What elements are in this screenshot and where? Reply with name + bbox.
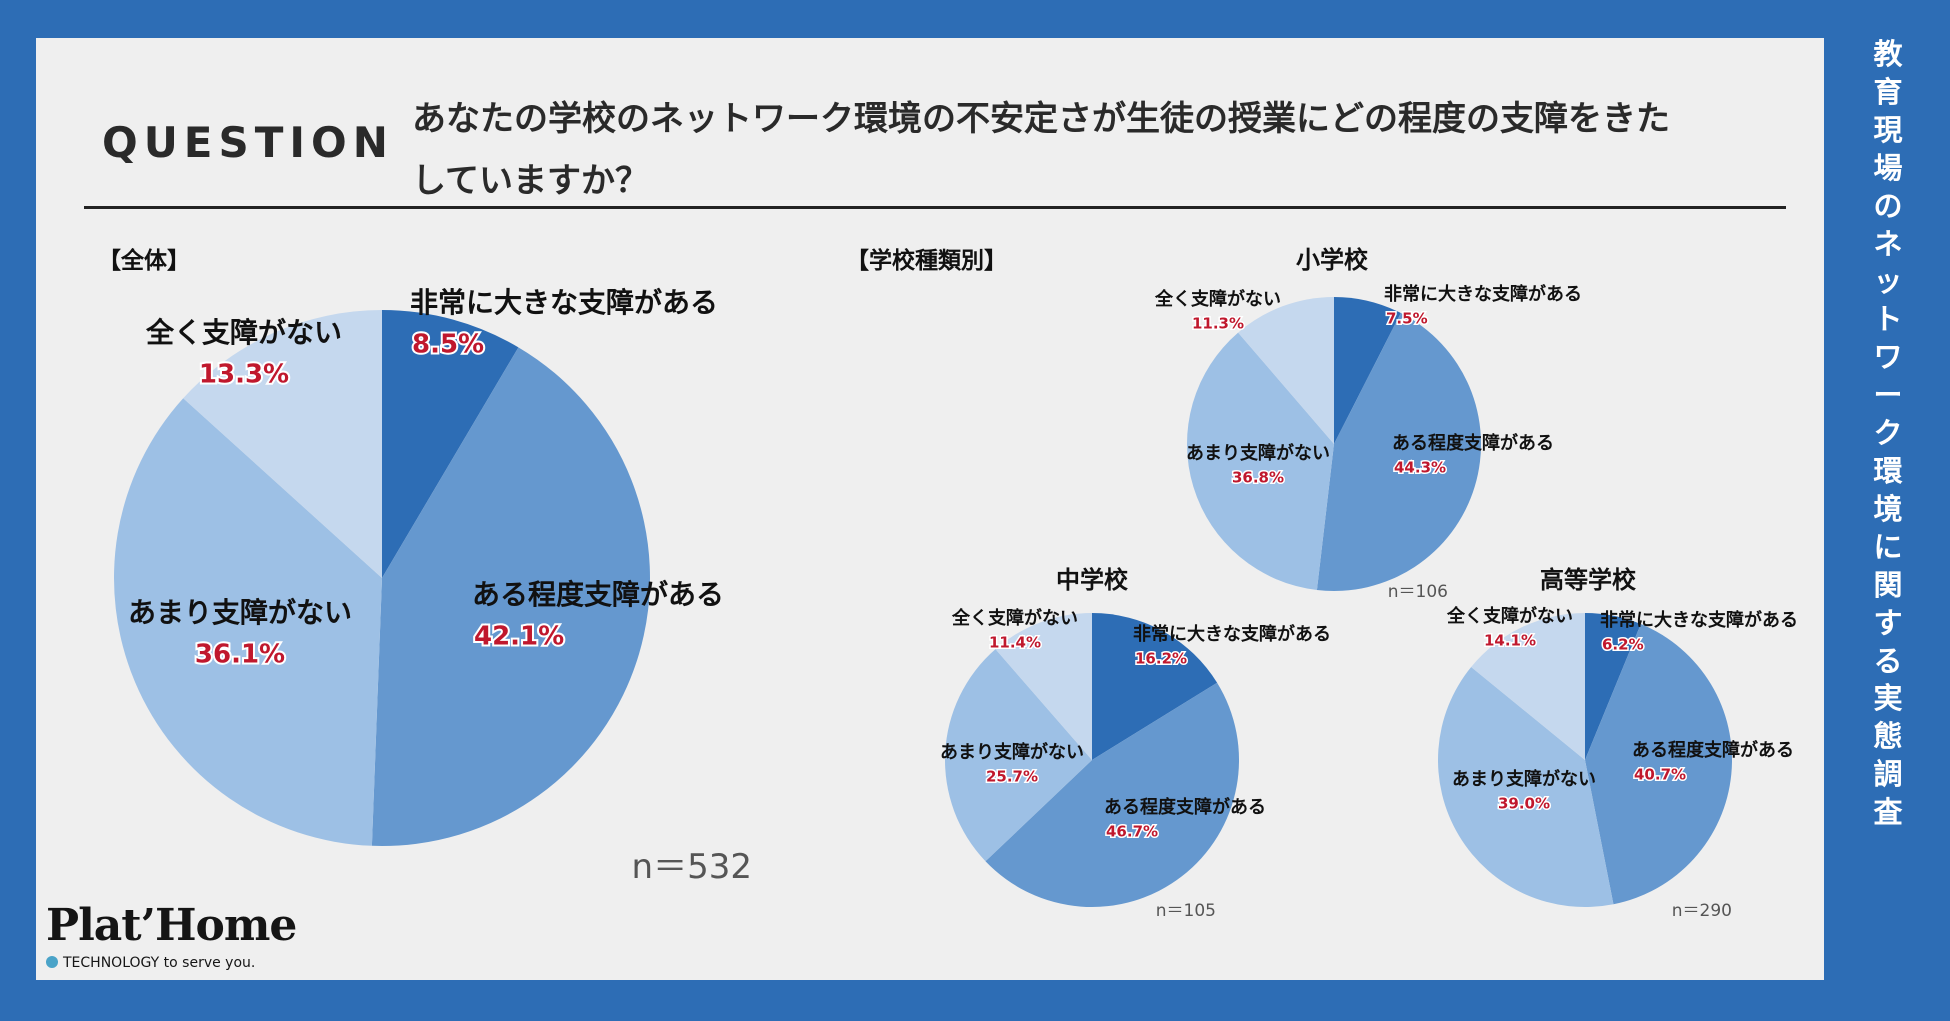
slice-label-none: 全く支障がない [1446, 605, 1573, 627]
slice-label-very-large: 非常に大きな支障がある [410, 286, 718, 319]
pie-slice-very-large [1092, 613, 1218, 760]
logo-mark-icon [46, 956, 58, 968]
slice-value-very-large: 8.5% [412, 329, 484, 359]
divider [84, 206, 1786, 209]
chart-title: 高等学校 [1540, 566, 1637, 594]
slice-label-some: ある程度支障がある [1632, 739, 1794, 761]
sample-size-label: n＝532 [632, 847, 752, 887]
question-text: あなたの学校のネットワーク環境の不安定さが生徒の授業にどの程度の支障をきたしてい… [412, 99, 1670, 201]
pie-slice-some [371, 347, 650, 847]
slice-value-some: 40.7% [1634, 765, 1686, 783]
logo-tagline: TECHNOLOGY to serve you. [46, 955, 255, 971]
pie-slice-none [1238, 297, 1334, 444]
slice-label-not-much: あまり支障がない [1452, 768, 1596, 790]
pie-chart-high-school: 非常に大きな支障がある 6.2% ある程度支障がある 40.7% あまり支障がない 39.… [1438, 566, 1798, 921]
pie-slice-some [1316, 313, 1482, 592]
chart-title: 小学校 [1296, 246, 1369, 274]
slice-value-not-much: 39.0% [1498, 794, 1550, 812]
pie-slice-not-much [1438, 667, 1614, 907]
slice-label-very-large: 非常に大きな支障がある [1384, 283, 1582, 305]
slice-label-not-much: あまり支障がない [128, 596, 352, 629]
pie-slice-not-much [1186, 332, 1334, 591]
slice-value-none: 11.4% [989, 633, 1041, 651]
pie-slice-very-large [1585, 613, 1641, 760]
question-label: QUESTION [102, 118, 394, 167]
pie-slice-very-large [1334, 297, 1401, 444]
pie-slice-none [183, 310, 382, 578]
slice-label-some: ある程度支障がある [472, 578, 724, 611]
chart-title: 中学校 [1056, 566, 1129, 594]
slice-label-some: ある程度支障がある [1104, 796, 1266, 818]
pie-slice-none [1471, 613, 1585, 760]
slice-value-very-large: 16.2% [1135, 649, 1187, 667]
slice-value-none: 13.3% [199, 359, 289, 389]
pie-slice-very-large [382, 310, 519, 578]
slice-value-not-much: 36.8% [1232, 468, 1284, 486]
pie-chart-overall: 非常に大きな支障がある 8.5% ある程度支障がある 42.1% あまり支障がない 36.… [113, 286, 752, 887]
logo-brand: Plat’Home [46, 900, 297, 951]
pie-slice-not-much [945, 649, 1092, 862]
slice-label-very-large: 非常に大きな支障がある [1133, 623, 1331, 645]
side-title: 教育現場のネットワーク環境に関する実態調査 [1873, 37, 1903, 830]
slice-value-not-much: 36.1% [195, 639, 285, 669]
slice-value-very-large: 6.2% [1602, 635, 1644, 653]
section-label-by-school: 【学校種類別】 [846, 247, 1007, 274]
sample-size-label: n＝290 [1672, 901, 1732, 921]
slice-label-not-much: あまり支障がない [1186, 442, 1330, 464]
slice-value-none: 14.1% [1484, 631, 1536, 649]
slice-value-some: 44.3% [1394, 458, 1446, 476]
pie-slice-some [985, 682, 1240, 907]
pie-chart-junior-high: 非常に大きな支障がある 16.2% ある程度支障がある 46.7% あまり支障がない 25… [940, 566, 1331, 921]
logo-tagline-text: TECHNOLOGY to serve you. [63, 955, 256, 971]
slice-value-very-large: 7.5% [1386, 309, 1428, 327]
sample-size-label: n＝105 [1156, 901, 1216, 921]
slice-label-very-large: 非常に大きな支障がある [1600, 609, 1798, 631]
slice-label-none: 全く支障がない [951, 607, 1078, 629]
pie-slice-not-much [113, 398, 382, 846]
slice-value-none: 11.3% [1192, 314, 1244, 332]
slice-label-not-much: あまり支障がない [940, 741, 1084, 763]
sample-size-label: n＝106 [1388, 582, 1448, 602]
section-label-overall: 【全体】 [98, 247, 190, 274]
pie-slice-none [995, 613, 1092, 760]
slice-label-some: ある程度支障がある [1392, 432, 1554, 454]
slice-value-some: 46.7% [1106, 822, 1158, 840]
pie-chart-elementary: 非常に大きな支障がある 7.5% ある程度支障がある 44.3% あまり支障がない 36.… [1154, 246, 1582, 602]
slice-label-none: 全く支障がない [1154, 288, 1281, 310]
slice-label-none: 全く支障がない [145, 316, 342, 349]
slice-value-not-much: 25.7% [986, 767, 1038, 785]
pie-slice-some [1585, 624, 1733, 905]
slice-value-some: 42.1% [474, 621, 564, 651]
